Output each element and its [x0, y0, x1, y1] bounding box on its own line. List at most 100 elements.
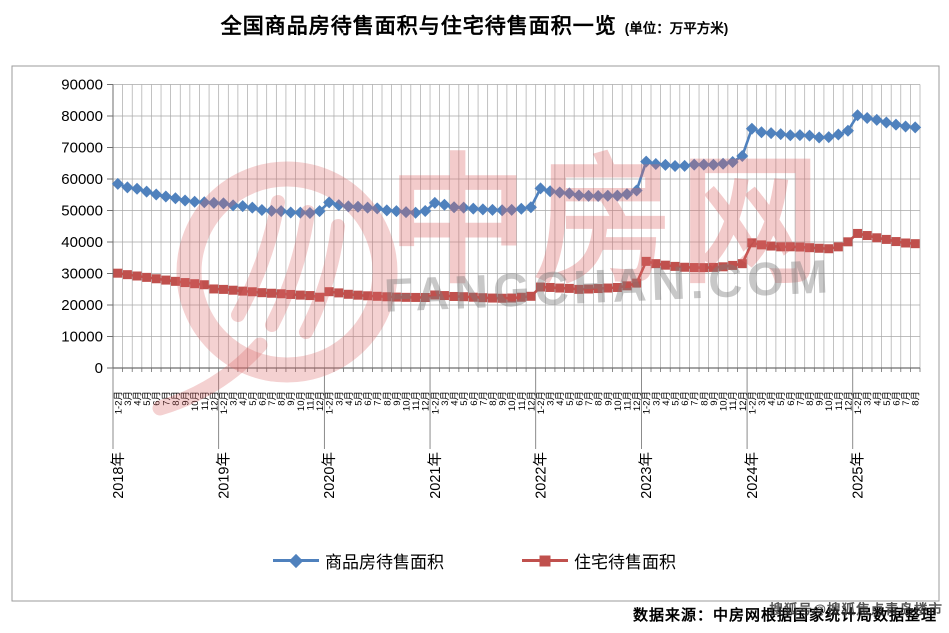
svg-text:2022年: 2022年 [533, 452, 550, 499]
svg-text:2018年: 2018年 [110, 452, 127, 499]
svg-text:8月: 8月 [594, 391, 605, 406]
svg-text:5月: 5月 [142, 391, 153, 406]
svg-text:11月: 11月 [834, 391, 845, 410]
svg-text:8月: 8月 [911, 391, 922, 406]
svg-text:10月: 10月 [824, 391, 835, 411]
svg-text:10000: 10000 [61, 329, 103, 346]
svg-text:5月: 5月 [671, 391, 682, 406]
svg-text:2019年: 2019年 [215, 452, 232, 499]
svg-text:9月: 9月 [603, 391, 614, 406]
svg-text:6月: 6月 [891, 391, 902, 406]
legend-label-residential: 住宅待售面积 [574, 553, 676, 572]
svg-text:1-2月: 1-2月 [325, 391, 336, 414]
svg-text:10月: 10月 [190, 391, 201, 411]
svg-text:4月: 4月 [555, 391, 566, 406]
svg-text:11月: 11月 [517, 391, 528, 410]
source-note: 数据来源：中房网根据国家统计局数据整理 [632, 607, 937, 624]
svg-text:1-2月: 1-2月 [113, 391, 124, 414]
legend-item-residential: 住宅待售面积 [522, 548, 676, 573]
svg-text:12月: 12月 [843, 391, 854, 411]
svg-text:4月: 4月 [344, 391, 355, 406]
svg-text:9月: 9月 [286, 391, 297, 406]
x-axis-labels: 1-2月2018年3月4月5月6月7月8月9月10月11月12月1-2月2019… [110, 372, 922, 499]
svg-text:6月: 6月 [786, 391, 797, 406]
svg-text:8月: 8月 [488, 391, 499, 406]
svg-text:6月: 6月 [152, 391, 163, 406]
svg-text:3月: 3月 [651, 391, 662, 406]
svg-text:90000: 90000 [61, 77, 103, 94]
svg-text:3月: 3月 [123, 391, 134, 406]
svg-text:6月: 6月 [469, 391, 480, 406]
series-1-residential [113, 228, 920, 303]
series-0-commercial [111, 109, 922, 219]
svg-text:10月: 10月 [719, 391, 730, 411]
svg-text:2024年: 2024年 [744, 452, 761, 499]
svg-text:9月: 9月 [181, 391, 192, 406]
legend-line-marker-commercial [273, 553, 319, 568]
svg-text:10月: 10月 [402, 391, 413, 411]
svg-text:12月: 12月 [421, 391, 432, 411]
diamond-marker-icon [288, 553, 304, 568]
svg-text:4月: 4月 [872, 391, 883, 406]
svg-text:7月: 7月 [478, 391, 489, 406]
svg-text:3月: 3月 [440, 391, 451, 406]
svg-text:1-2月: 1-2月 [642, 391, 653, 414]
svg-text:2025年: 2025年 [850, 452, 867, 499]
horizontal-gridlines [107, 84, 920, 369]
svg-text:80000: 80000 [61, 108, 103, 125]
svg-text:5月: 5月 [776, 391, 787, 406]
chart-title-row: 全国商品房待售面积与住宅待售面积一览 (单位：万平方米) [0, 10, 949, 40]
svg-text:0: 0 [95, 360, 103, 377]
svg-text:7月: 7月 [690, 391, 701, 406]
svg-text:4月: 4月 [133, 391, 144, 406]
svg-text:7月: 7月 [901, 391, 912, 406]
svg-text:8月: 8月 [805, 391, 816, 406]
svg-text:70000: 70000 [61, 140, 103, 157]
svg-text:1-2月: 1-2月 [430, 391, 441, 414]
svg-text:20000: 20000 [61, 297, 103, 314]
legend-item-commercial: 商品房待售面积 [273, 548, 444, 573]
svg-text:3月: 3月 [863, 391, 874, 406]
svg-text:30000: 30000 [61, 266, 103, 283]
svg-text:2023年: 2023年 [638, 452, 655, 499]
svg-text:12月: 12月 [632, 391, 643, 411]
svg-text:11月: 11月 [622, 391, 633, 410]
svg-text:4月: 4月 [238, 391, 249, 406]
svg-text:6月: 6月 [257, 391, 268, 406]
chart-border [11, 65, 940, 602]
chart-unit-label: (单位：万平方米) [624, 21, 729, 36]
svg-text:5月: 5月 [248, 391, 259, 406]
svg-text:12月: 12月 [209, 391, 220, 411]
svg-text:1-2月: 1-2月 [853, 391, 864, 414]
svg-text:1-2月: 1-2月 [219, 391, 230, 414]
svg-text:10月: 10月 [613, 391, 624, 411]
svg-text:7月: 7月 [795, 391, 806, 406]
svg-text:50000: 50000 [61, 203, 103, 220]
svg-text:8月: 8月 [277, 391, 288, 406]
svg-text:60000: 60000 [61, 171, 103, 188]
svg-text:9月: 9月 [392, 391, 403, 406]
svg-text:6月: 6月 [363, 391, 374, 406]
svg-text:12月: 12月 [315, 391, 326, 411]
svg-text:11月: 11月 [728, 391, 739, 410]
svg-text:9月: 9月 [815, 391, 826, 406]
svg-text:40000: 40000 [61, 234, 103, 251]
svg-text:7月: 7月 [373, 391, 384, 406]
svg-text:12月: 12月 [526, 391, 537, 411]
svg-text:12月: 12月 [738, 391, 749, 411]
svg-text:8月: 8月 [171, 391, 182, 406]
svg-text:7月: 7月 [584, 391, 595, 406]
svg-text:6月: 6月 [574, 391, 585, 406]
svg-text:5月: 5月 [353, 391, 364, 406]
svg-text:3月: 3月 [546, 391, 557, 406]
y-axis-labels: 0 10000 20000 30000 40000 50000 60000 70000 8000… [61, 77, 103, 378]
svg-text:10月: 10月 [507, 391, 518, 411]
svg-text:9月: 9月 [498, 391, 509, 406]
svg-text:6月: 6月 [680, 391, 691, 406]
svg-text:8月: 8月 [699, 391, 710, 406]
svg-text:5月: 5月 [565, 391, 576, 406]
svg-text:1-2月: 1-2月 [747, 391, 758, 414]
svg-text:3月: 3月 [757, 391, 768, 406]
